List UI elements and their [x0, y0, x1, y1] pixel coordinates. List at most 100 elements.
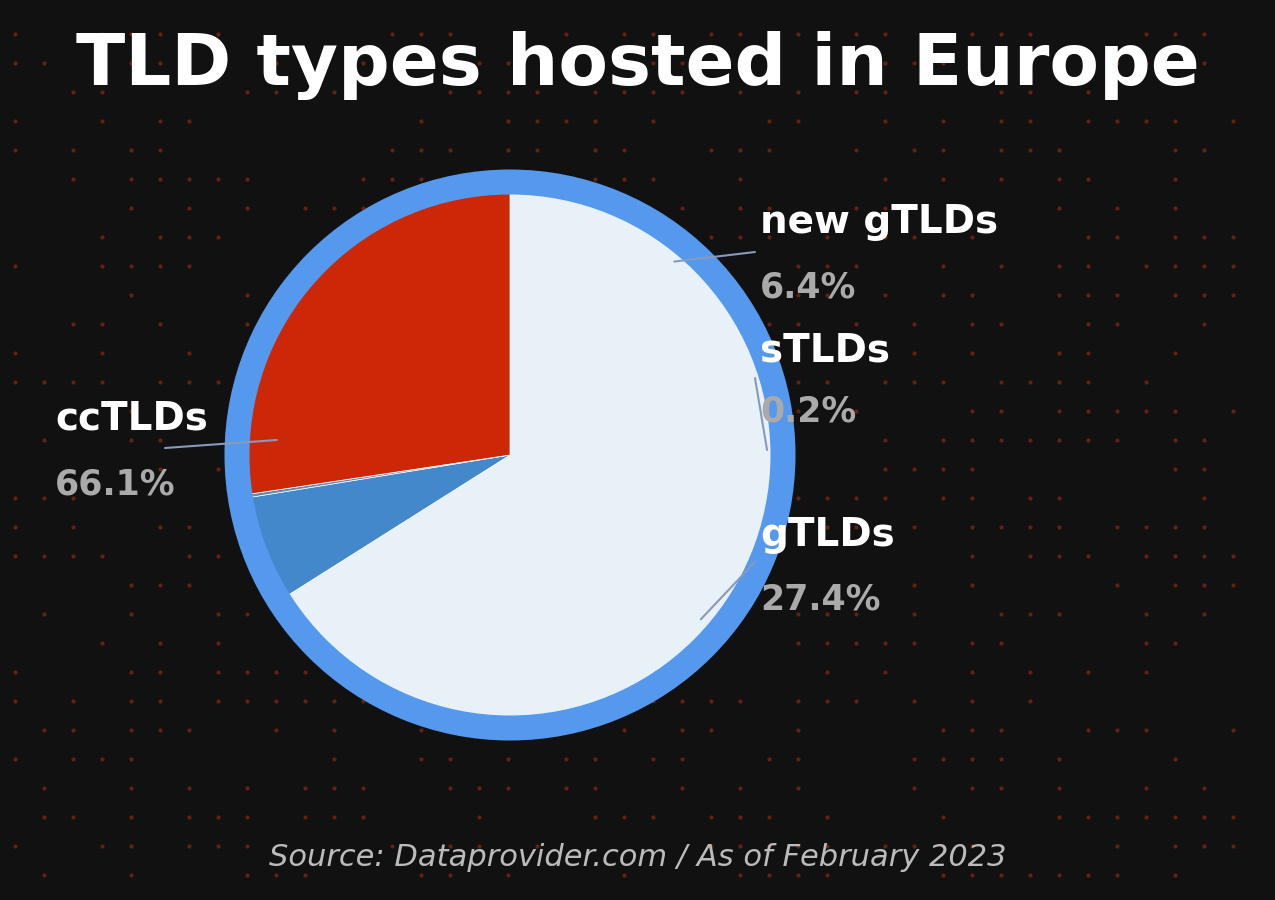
- Point: [817, 259, 838, 274]
- Point: [1020, 143, 1040, 157]
- Point: [1049, 868, 1070, 882]
- Point: [1077, 259, 1098, 274]
- Point: [933, 172, 954, 186]
- Point: [729, 462, 750, 476]
- Point: [62, 694, 83, 708]
- Point: [411, 259, 431, 274]
- Point: [1049, 259, 1070, 274]
- Point: [759, 288, 779, 302]
- Point: [961, 868, 982, 882]
- Point: [701, 578, 722, 592]
- Point: [469, 374, 490, 389]
- Point: [961, 781, 982, 796]
- Point: [1077, 346, 1098, 360]
- Point: [469, 462, 490, 476]
- Point: [701, 27, 722, 41]
- Point: [1107, 723, 1127, 737]
- Point: [149, 230, 170, 244]
- Point: [149, 172, 170, 186]
- Point: [440, 781, 460, 796]
- Point: [845, 635, 866, 650]
- Point: [5, 56, 26, 70]
- Point: [295, 781, 315, 796]
- Point: [265, 374, 286, 389]
- Point: [875, 288, 895, 302]
- Point: [1077, 317, 1098, 331]
- Point: [817, 491, 838, 505]
- Point: [1193, 56, 1214, 70]
- Point: [556, 230, 576, 244]
- Point: [933, 868, 954, 882]
- Point: [788, 491, 808, 505]
- Point: [788, 259, 808, 274]
- Point: [265, 56, 286, 70]
- Point: [759, 56, 779, 70]
- Point: [324, 723, 344, 737]
- Point: [613, 143, 634, 157]
- Point: [237, 549, 258, 563]
- Point: [729, 839, 750, 853]
- Point: [1136, 27, 1156, 41]
- Point: [527, 520, 547, 535]
- Point: [121, 56, 142, 70]
- Point: [1077, 868, 1098, 882]
- Point: [440, 374, 460, 389]
- Point: [1136, 404, 1156, 419]
- Point: [585, 201, 606, 215]
- Point: [440, 230, 460, 244]
- Point: [1077, 549, 1098, 563]
- Point: [991, 404, 1011, 419]
- Point: [62, 85, 83, 99]
- Point: [1193, 578, 1214, 592]
- Point: [324, 201, 344, 215]
- Point: [875, 27, 895, 41]
- Point: [1020, 665, 1040, 680]
- Point: [469, 201, 490, 215]
- Point: [469, 781, 490, 796]
- Point: [1049, 520, 1070, 535]
- Point: [497, 113, 518, 128]
- Point: [324, 607, 344, 621]
- Point: [295, 635, 315, 650]
- Point: [1193, 433, 1214, 447]
- Point: [672, 694, 692, 708]
- Point: [324, 288, 344, 302]
- Point: [295, 56, 315, 70]
- Point: [904, 346, 924, 360]
- Point: [585, 404, 606, 419]
- Point: [1049, 201, 1070, 215]
- Point: [701, 810, 722, 824]
- Point: [961, 346, 982, 360]
- Point: [729, 288, 750, 302]
- Point: [556, 607, 576, 621]
- Point: [701, 143, 722, 157]
- Point: [1107, 404, 1127, 419]
- Point: [788, 85, 808, 99]
- Point: [961, 288, 982, 302]
- Point: [34, 781, 55, 796]
- Point: [1136, 607, 1156, 621]
- Point: [324, 694, 344, 708]
- Point: [729, 694, 750, 708]
- Point: [208, 374, 228, 389]
- Point: [759, 113, 779, 128]
- Text: 66.1%: 66.1%: [55, 468, 176, 502]
- Point: [961, 433, 982, 447]
- Point: [1077, 288, 1098, 302]
- Point: [991, 85, 1011, 99]
- Text: Source: Dataprovider.com / As of February 2023: Source: Dataprovider.com / As of Februar…: [269, 843, 1006, 872]
- Point: [1223, 288, 1243, 302]
- Point: [1165, 288, 1186, 302]
- Point: [904, 752, 924, 766]
- Point: [121, 781, 142, 796]
- Point: [729, 549, 750, 563]
- Point: [991, 723, 1011, 737]
- Point: [265, 85, 286, 99]
- Point: [381, 172, 402, 186]
- Point: [179, 520, 199, 535]
- Point: [324, 85, 344, 99]
- Point: [149, 113, 170, 128]
- Point: [556, 113, 576, 128]
- Point: [411, 433, 431, 447]
- Point: [440, 259, 460, 274]
